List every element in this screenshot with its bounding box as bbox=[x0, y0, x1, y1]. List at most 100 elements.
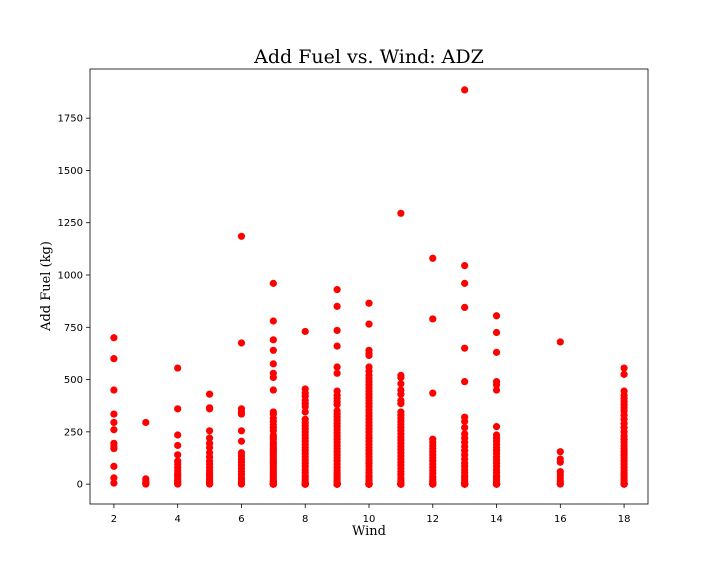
data-point bbox=[237, 427, 246, 435]
data-point bbox=[301, 480, 309, 488]
data-point bbox=[556, 480, 564, 488]
data-point bbox=[333, 302, 341, 310]
data-point bbox=[429, 254, 437, 262]
y-tick-label: 1500 bbox=[58, 166, 83, 177]
y-tick-label: 500 bbox=[64, 375, 83, 386]
data-point bbox=[492, 381, 501, 389]
data-point bbox=[269, 317, 277, 325]
data-point bbox=[205, 405, 214, 413]
data-point bbox=[110, 410, 118, 418]
x-axis: 2 4 6 8 10 12 14 16 18 bbox=[111, 504, 631, 525]
data-point bbox=[269, 373, 277, 382]
data-point bbox=[492, 386, 501, 394]
data-point bbox=[205, 480, 214, 488]
x-axis-label: Wind bbox=[352, 524, 386, 539]
data-point bbox=[556, 448, 564, 456]
data-point bbox=[333, 326, 341, 335]
data-point bbox=[461, 378, 469, 386]
x-tick-label: 2 bbox=[111, 514, 117, 525]
chart-title: Add Fuel vs. Wind: ADZ bbox=[253, 46, 484, 68]
data-point bbox=[397, 390, 405, 398]
data-point bbox=[429, 315, 437, 323]
data-point bbox=[269, 279, 277, 287]
y-tick-label: 1250 bbox=[58, 218, 83, 229]
data-point bbox=[492, 312, 501, 320]
y-tick-label: 0 bbox=[77, 480, 83, 491]
data-point bbox=[365, 299, 373, 307]
data-point bbox=[461, 303, 469, 312]
data-point bbox=[333, 342, 341, 350]
x-tick-label: 10 bbox=[363, 514, 376, 525]
data-point bbox=[429, 480, 437, 488]
data-point bbox=[110, 479, 118, 487]
data-point bbox=[269, 360, 277, 368]
data-point bbox=[492, 423, 501, 431]
y-tick-label: 1750 bbox=[58, 114, 83, 125]
data-point bbox=[301, 408, 309, 416]
data-point bbox=[301, 327, 309, 336]
data-point bbox=[492, 480, 501, 488]
data-point bbox=[237, 410, 246, 418]
data-point bbox=[110, 426, 118, 434]
data-point bbox=[492, 348, 501, 356]
data-point bbox=[205, 427, 214, 435]
data-point bbox=[174, 451, 182, 459]
data-point bbox=[110, 334, 118, 342]
data-point bbox=[365, 351, 373, 360]
data-point bbox=[237, 232, 246, 240]
data-point bbox=[397, 209, 405, 217]
data-point bbox=[333, 401, 341, 409]
data-point bbox=[461, 344, 469, 352]
data-point bbox=[333, 480, 341, 488]
data-point bbox=[461, 86, 469, 94]
data-point bbox=[461, 417, 469, 425]
y-axis: 0 250 500 750 1000 1250 1500 1750 bbox=[58, 114, 90, 491]
data-point bbox=[237, 480, 246, 488]
data-point bbox=[269, 346, 277, 354]
data-point bbox=[397, 373, 405, 382]
y-tick-label: 750 bbox=[64, 323, 83, 334]
data-point bbox=[461, 424, 469, 432]
data-point bbox=[301, 403, 309, 411]
data-point bbox=[174, 405, 182, 413]
y-tick-label: 1000 bbox=[58, 270, 83, 281]
data-point bbox=[269, 480, 277, 488]
data-point bbox=[110, 444, 118, 453]
x-tick-label: 8 bbox=[302, 514, 308, 525]
data-point bbox=[620, 370, 628, 378]
data-point bbox=[461, 279, 469, 287]
x-tick-label: 4 bbox=[174, 514, 180, 525]
data-point bbox=[333, 286, 341, 294]
data-point bbox=[556, 338, 564, 346]
data-point bbox=[333, 363, 341, 371]
data-point bbox=[620, 480, 628, 488]
data-point bbox=[237, 339, 246, 347]
data-point bbox=[365, 320, 373, 328]
data-point bbox=[397, 380, 405, 388]
data-point bbox=[174, 441, 182, 450]
data-point bbox=[205, 390, 214, 398]
x-tick-label: 14 bbox=[490, 514, 503, 525]
data-point bbox=[110, 474, 118, 482]
data-point bbox=[174, 480, 182, 488]
data-point bbox=[110, 418, 118, 427]
data-point bbox=[110, 386, 118, 394]
data-point bbox=[397, 400, 405, 408]
data-point bbox=[174, 431, 182, 439]
x-tick-label: 16 bbox=[554, 514, 567, 525]
data-point bbox=[461, 480, 469, 488]
data-point bbox=[174, 364, 182, 372]
data-point bbox=[397, 480, 405, 488]
x-tick-label: 18 bbox=[618, 514, 631, 525]
data-points bbox=[110, 86, 628, 488]
x-tick-label: 6 bbox=[238, 514, 244, 525]
data-point bbox=[429, 389, 437, 397]
x-tick-label: 12 bbox=[426, 514, 439, 525]
data-point bbox=[110, 462, 118, 470]
data-point bbox=[237, 437, 246, 445]
data-point bbox=[461, 261, 469, 270]
y-tick-label: 250 bbox=[64, 427, 83, 438]
data-point bbox=[142, 480, 150, 488]
y-axis-label: Add Fuel (kg) bbox=[39, 241, 54, 332]
